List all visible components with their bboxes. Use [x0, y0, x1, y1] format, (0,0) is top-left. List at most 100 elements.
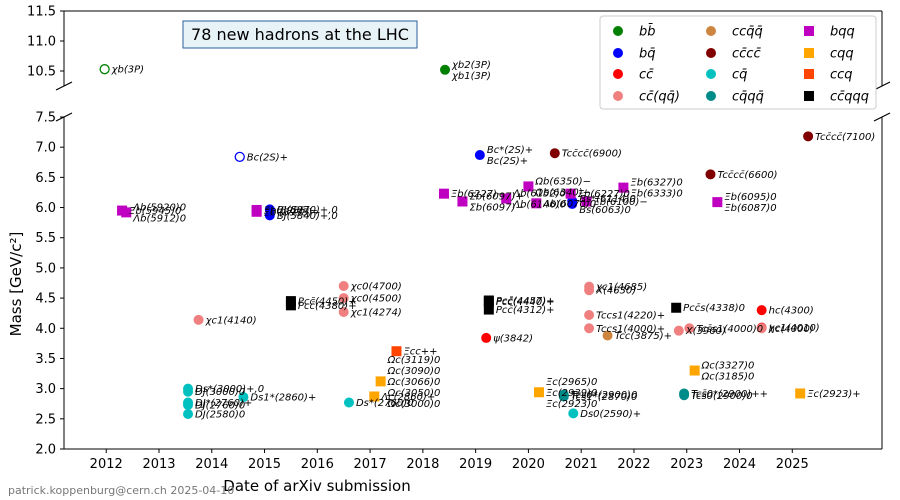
- data-point-cqq: [375, 376, 386, 387]
- point-label: Ωc(3327)0: [701, 361, 755, 372]
- data-point-bqq: [581, 196, 592, 207]
- point-label: Pcc̄(4457)+: [496, 296, 555, 307]
- point-label: Tcc̄cc̄(6900): [562, 149, 622, 160]
- legend-marker-ccqqq: [804, 91, 814, 101]
- data-point-ccqq: [673, 325, 684, 336]
- y-tick-label: 3.5: [35, 352, 56, 367]
- legend-label-cqq: cqq: [830, 47, 854, 62]
- point-label: DJ*(2760)+: [195, 398, 252, 409]
- y-tick-label: 3.0: [35, 382, 56, 397]
- point-label: Ds*(3000)+,0: [195, 384, 264, 395]
- chart-title: 78 new hadrons at the LHC: [191, 25, 409, 44]
- break-mark: [873, 81, 891, 91]
- point-label: χb1(3P): [451, 71, 491, 82]
- point-label: Tcc̄cc̄(7100): [815, 132, 875, 143]
- legend: bb̄ bq̄ cc̄ cc̄(qq̄) ccq̄q̄ cc̄cc̄ cq̄ cq̄qq̄ bq…: [599, 15, 877, 110]
- legend-label-cq: cq̄: [732, 68, 747, 83]
- point-label: χb2(3P): [451, 60, 491, 71]
- legend-label-ccqq: cc̄(qq̄): [639, 90, 680, 105]
- point-label: Tcc̄cc̄(6600): [717, 170, 777, 181]
- legend-label-cqqq: cq̄qq̄: [732, 90, 764, 105]
- point-label: Pcc̄(4450)+: [298, 297, 357, 308]
- data-point-bqq: [121, 207, 132, 218]
- x-tick-label: 2013: [142, 457, 175, 472]
- point-label: χc1(4274): [350, 307, 402, 318]
- data-point-cqq: [795, 388, 806, 399]
- x-tick-label: 2015: [248, 457, 281, 472]
- point-label: Ξcc++: [403, 347, 437, 358]
- data-point-cccc: [803, 131, 814, 142]
- point-label: Ξb(6087)0: [724, 203, 776, 214]
- x-tick-label: 2020: [512, 457, 545, 472]
- data-point-cc: [756, 305, 767, 316]
- data-point-cq: [238, 392, 249, 403]
- point-label: Ξb(6227)0: [578, 189, 630, 200]
- point-label: DJ(2580)0: [195, 409, 245, 420]
- point-label: Ωc(3119)0: [387, 355, 441, 366]
- y-tick-label: 11.0: [27, 35, 56, 50]
- point-label: Ξc(2923)0: [546, 399, 597, 410]
- y-tick-label: 5.5: [35, 231, 56, 246]
- point-label: Pcc̄s(4338)0: [683, 303, 745, 314]
- data-point-bqq: [565, 188, 576, 199]
- y-axis-label: Mass [GeV/c²]: [7, 232, 25, 337]
- x-tick-label: 2022: [617, 457, 650, 472]
- x-axis-label: Date of arXiv submission: [223, 477, 410, 495]
- data-point-bb: [99, 64, 110, 75]
- legend-label-bq: bq̄: [639, 47, 656, 62]
- data-point-ccqq: [338, 293, 349, 304]
- legend-label-ccq: ccq: [830, 68, 853, 83]
- x-tick-label: 2025: [776, 457, 809, 472]
- data-point-bq: [567, 198, 578, 209]
- data-point-ccqq: [584, 285, 595, 296]
- point-label: Ωb(6350)−: [534, 176, 591, 187]
- data-point-bq: [474, 150, 485, 161]
- point-label: Tcs̄0(2900)0: [691, 391, 753, 402]
- x-tick-label: 2018: [406, 457, 439, 472]
- point-label: Bc*(2S)+: [487, 145, 533, 156]
- point-label: DJ(3000)0: [195, 387, 245, 398]
- point-label: Σb(6097)+: [469, 192, 523, 203]
- x-tick-label: 2012: [90, 457, 123, 472]
- point-label: Ξb(6095)0: [724, 192, 776, 203]
- data-point-cq: [183, 399, 194, 410]
- title-box-frame: [182, 20, 418, 49]
- point-label: Tcs̄s1(4000)0: [696, 324, 763, 335]
- y-tick-label: 5.0: [35, 261, 56, 276]
- data-point-ccqq: [338, 306, 349, 317]
- point-label: χc1(4140): [205, 315, 257, 326]
- data-point-ccqq: [584, 323, 595, 334]
- legend-label-ccqqq: cc̄qqq: [830, 90, 869, 105]
- break-mark: [55, 81, 73, 91]
- data-point-cqqq: [679, 390, 690, 401]
- point-label: Tcs̄0*(2900)++: [691, 389, 768, 400]
- point-label: Λb(5920)0: [132, 202, 186, 213]
- point-label: χc0(4500): [350, 294, 402, 305]
- point-label: Ξb(5945)0: [129, 206, 181, 217]
- point-label: Bc(2S)+: [247, 152, 288, 163]
- data-point-bq: [264, 210, 275, 221]
- data-point-cc: [481, 332, 492, 343]
- legend-marker-cq: [706, 69, 716, 79]
- data-point-cq: [183, 386, 194, 397]
- x-tick-label: 2014: [195, 457, 228, 472]
- data-point-ccqq: [338, 281, 349, 292]
- legend-marker-bb: [613, 26, 623, 36]
- x-tick-label: 2017: [354, 457, 387, 472]
- data-point-cccc: [705, 169, 716, 180]
- legend-marker-bq: [613, 48, 623, 58]
- data-point-bqq: [712, 197, 723, 208]
- point-label: hc(4000): [769, 324, 814, 335]
- legend-marker-cqqq: [706, 91, 716, 101]
- point-label: Tcs0*(2900)0: [571, 390, 638, 401]
- legend-frame: [599, 15, 877, 110]
- point-label: Ds0(2590)+: [580, 409, 641, 420]
- legend-marker-bqq: [804, 26, 814, 36]
- point-label: DJ(2760)0: [195, 400, 245, 411]
- point-label: Tcs̄1*(2870)0: [571, 392, 638, 403]
- point-label: Ξb(6100)−: [593, 197, 647, 208]
- data-point-cq: [343, 397, 354, 408]
- point-label: χc0(4700): [350, 282, 402, 293]
- point-label: Ds1*(2860)+: [250, 393, 316, 404]
